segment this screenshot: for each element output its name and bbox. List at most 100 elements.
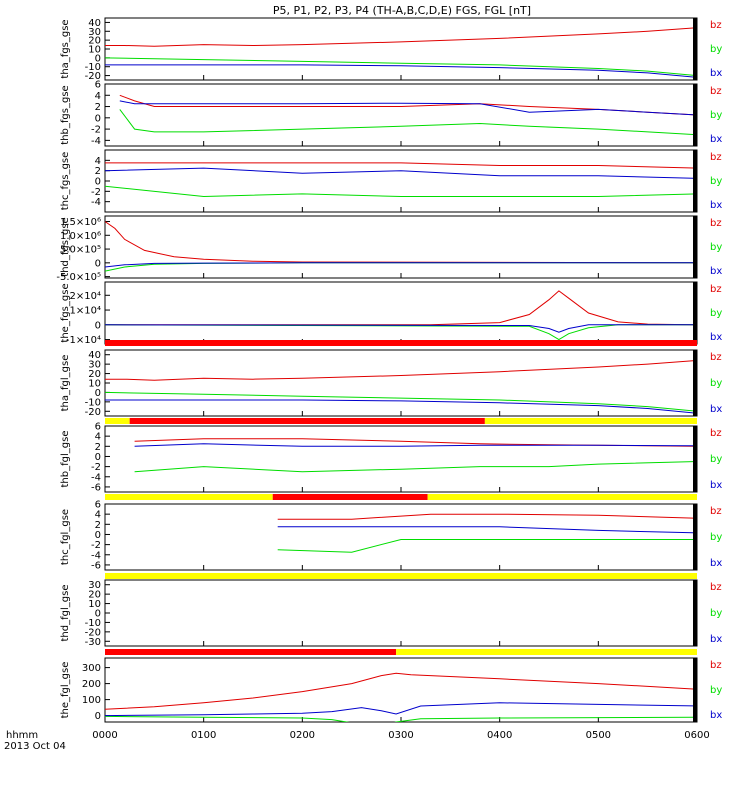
y-axis-title: the_fgs_gse — [60, 283, 71, 342]
legend-bx: bx — [710, 332, 722, 343]
series-line-bx — [277, 526, 693, 534]
y-tick-label: 200 — [82, 679, 101, 690]
legend-bx: bx — [710, 200, 722, 211]
y-tick-label: 2×10⁴ — [70, 291, 101, 302]
y-tick-label: -4 — [91, 550, 101, 561]
status-bar-segment — [105, 573, 697, 579]
y-tick-label: -10 — [85, 618, 101, 629]
y-tick-label: 10 — [88, 379, 101, 390]
y-tick-label: 5.0×10⁵ — [60, 245, 101, 256]
y-tick-label: -6 — [91, 482, 101, 493]
status-bar-segment — [105, 418, 130, 424]
panel-frame — [104, 149, 698, 213]
y-tick-label: 20 — [88, 590, 101, 601]
legend-by: by — [710, 242, 722, 253]
panel-frame — [104, 83, 698, 147]
legend-bx: bx — [710, 134, 722, 145]
y-tick-label: -5.0×10⁵ — [56, 272, 101, 283]
y-tick-label: 0 — [95, 53, 101, 64]
y-tick-label: -2 — [91, 125, 101, 136]
panel-frame — [104, 579, 698, 647]
y-tick-label: -4 — [91, 136, 101, 147]
status-bar-segment — [105, 649, 397, 655]
legend-bx: bx — [710, 480, 722, 491]
y-tick-label: 2 — [95, 102, 101, 113]
panel-edge-marker — [693, 580, 697, 646]
series-line-by — [105, 324, 693, 341]
legend-bz: bz — [710, 152, 722, 163]
legend-by: by — [710, 454, 722, 465]
y-tick-label: -2 — [91, 540, 101, 551]
series-line-bx — [119, 100, 693, 116]
y-tick-label: 10 — [88, 45, 101, 56]
legend-bz: bz — [710, 86, 722, 97]
y-tick-label: 40 — [88, 350, 101, 361]
y-tick-label: 6 — [95, 422, 101, 433]
y-tick-label: -1×10⁴ — [66, 335, 101, 346]
y-axis-title: the_fgl_gse — [60, 662, 71, 719]
panel-edge-marker — [693, 84, 697, 146]
y-tick-label: -2 — [91, 187, 101, 198]
y-tick-label: 300 — [82, 663, 101, 674]
series-line-bz — [277, 513, 693, 520]
status-bar-segment — [396, 649, 697, 655]
panel-edge-marker — [693, 18, 697, 80]
y-tick-label: 0 — [95, 320, 101, 331]
legend-bx: bx — [710, 404, 722, 415]
status-bar-segment — [272, 494, 428, 500]
series-line-by — [277, 539, 693, 553]
y-tick-label: -30 — [85, 637, 101, 648]
y-tick-label: 0 — [95, 711, 101, 722]
series-line-bx — [105, 167, 693, 179]
y-tick-label: 0 — [95, 609, 101, 620]
status-bar-segment — [105, 494, 273, 500]
x-tick-label: 0200 — [290, 730, 315, 741]
y-tick-label: 4 — [95, 510, 101, 521]
series-line-bz — [105, 162, 693, 169]
y-axis-title: thd_fgl_gse — [60, 585, 71, 642]
y-tick-label: 0 — [95, 388, 101, 399]
y-tick-label: -20 — [85, 407, 101, 418]
y-tick-label: 2 — [95, 442, 101, 453]
y-tick-label: -20 — [85, 71, 101, 82]
x-tick-label: 0500 — [586, 730, 611, 741]
y-axis-title: thc_fgs_gse — [60, 152, 71, 211]
y-axis-title: thc_fgl_gse — [60, 509, 71, 565]
series-line-bz — [105, 672, 693, 710]
y-tick-label: -10 — [85, 397, 101, 408]
series-line-bx — [105, 399, 693, 414]
legend-by: by — [710, 608, 722, 619]
series-line-bz — [105, 27, 693, 47]
y-tick-label: 1×10⁴ — [70, 306, 101, 317]
series-line-bx — [134, 443, 693, 447]
legend-by: by — [710, 110, 722, 121]
y-tick-label: 6 — [95, 80, 101, 91]
panel-thd_fgs_gse: 1.5×10⁶ 1.0×10⁶ 5.0×10⁵ 0 -5.0×10⁵thd_fgs_gs… — [56, 215, 722, 283]
y-axis-title: thd_fgs_gse — [60, 217, 71, 276]
panel-edge-marker — [693, 216, 697, 278]
series-line-by — [119, 109, 693, 135]
y-tick-label: 100 — [82, 695, 101, 706]
series-line-by — [105, 57, 693, 76]
series-line-by — [105, 262, 693, 272]
time-axis-label-hhmm: hhmm — [6, 730, 38, 741]
x-tick-label: 0000 — [92, 730, 117, 741]
legend-bz: bz — [710, 582, 722, 593]
legend-bz: bz — [710, 660, 722, 671]
x-tick-label: 0400 — [487, 730, 512, 741]
y-tick-label: 30 — [88, 27, 101, 38]
y-axis-title: tha_fgs_gse — [60, 19, 71, 78]
y-tick-label: 30 — [88, 360, 101, 371]
y-tick-label: 20 — [88, 36, 101, 47]
figure-title: P5, P1, P2, P3, P4 (TH-A,B,C,D,E) FGS, F… — [273, 4, 531, 17]
legend-bx: bx — [710, 710, 722, 721]
series-line-by — [134, 461, 693, 473]
y-tick-label: -20 — [85, 627, 101, 638]
series-line-bx — [105, 324, 693, 333]
